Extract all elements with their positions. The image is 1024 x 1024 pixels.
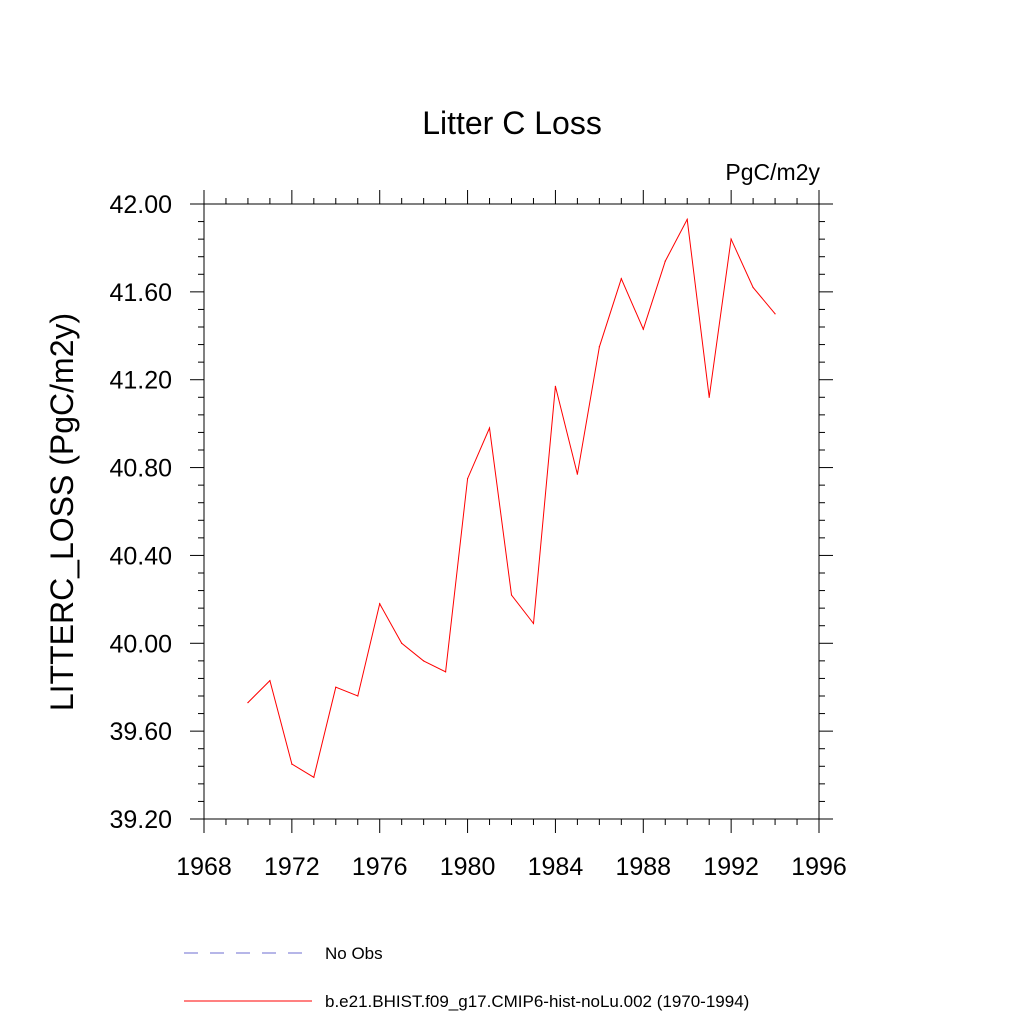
x-tick-label: 1980 xyxy=(440,853,496,881)
data-point xyxy=(664,260,666,262)
x-axis: 1968 1972 1976 1980 1984 1988 1992 1996 xyxy=(176,190,847,881)
data-point xyxy=(488,427,491,429)
y-tick-label: 41.60 xyxy=(109,279,172,307)
y-axis-label: LITTERC_LOSS (PgC/m2y) xyxy=(44,313,80,711)
data-point xyxy=(466,477,469,480)
x-tick-label: 1972 xyxy=(264,853,320,881)
data-point xyxy=(445,671,447,673)
series-line xyxy=(247,217,776,779)
data-point xyxy=(247,701,249,704)
y-tick-label: 39.60 xyxy=(109,718,172,746)
x-tick-label: 1988 xyxy=(615,853,671,881)
data-point xyxy=(532,622,535,625)
y-tick-label: 40.00 xyxy=(109,630,172,658)
series-layer xyxy=(247,217,776,779)
data-point xyxy=(401,642,403,644)
x-tick-label: 1976 xyxy=(352,853,408,881)
data-point xyxy=(335,686,337,688)
plot-frame xyxy=(203,203,820,820)
x-tick-label: 1984 xyxy=(528,853,584,881)
units-label: PgC/m2y xyxy=(725,159,820,185)
data-point xyxy=(423,660,425,662)
data-point xyxy=(620,278,622,280)
legend: No Obs b.e21.BHIST.f09_g17.CMIP6-hist-no… xyxy=(184,944,749,1011)
chart-title: Litter C Loss xyxy=(422,105,602,141)
data-point xyxy=(752,286,754,289)
data-point xyxy=(554,385,557,387)
data-point xyxy=(576,473,578,475)
data-point xyxy=(642,328,644,330)
y-axis: 39.20 39.60 40.00 40.40 40.80 41.20 41.60 42.00 xyxy=(109,191,833,834)
data-point xyxy=(379,603,381,605)
legend-label-series: b.e21.BHIST.f09_g17.CMIP6-hist-noLu.002 … xyxy=(325,992,749,1011)
y-tick-label: 40.80 xyxy=(109,455,172,483)
data-point xyxy=(269,680,271,682)
y-tick-label: 40.40 xyxy=(109,542,172,570)
data-point xyxy=(708,396,710,398)
data-point xyxy=(598,346,600,348)
data-point xyxy=(730,238,732,240)
y-tick-label: 41.20 xyxy=(109,367,172,395)
data-point xyxy=(313,776,315,778)
x-tick-label: 1968 xyxy=(176,853,232,881)
data-point xyxy=(291,763,293,765)
data-point xyxy=(510,594,513,596)
y-tick-label: 42.00 xyxy=(109,191,172,219)
x-tick-label: 1996 xyxy=(791,853,847,881)
data-point xyxy=(357,695,359,697)
x-tick-label: 1992 xyxy=(703,853,759,881)
data-point xyxy=(686,218,688,220)
y-tick-label: 39.20 xyxy=(109,806,172,834)
legend-label-no-obs: No Obs xyxy=(325,944,383,963)
data-point xyxy=(774,313,776,315)
